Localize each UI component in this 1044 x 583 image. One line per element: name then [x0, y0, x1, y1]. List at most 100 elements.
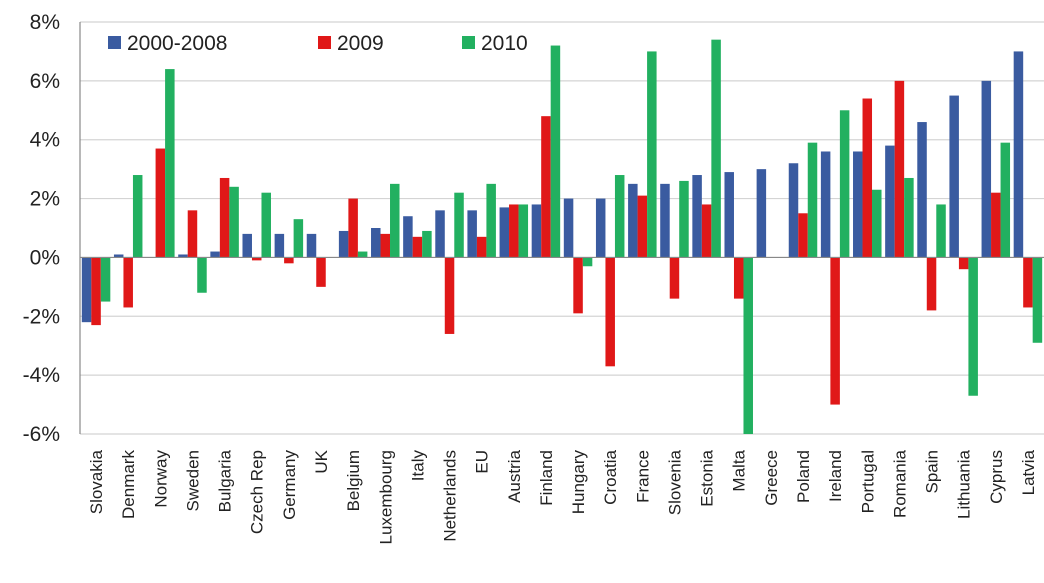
bar-2010-France	[647, 51, 657, 258]
bar-2010-Finland	[550, 45, 561, 258]
bar-2010-Belgium	[357, 251, 368, 258]
bar-2010-Bulgaria	[229, 186, 239, 258]
bars	[81, 39, 1043, 434]
bar-2000-2008-Czech Rep	[242, 233, 252, 258]
x-tick-label: Romania	[890, 449, 909, 518]
bar-2000-2008-Romania	[885, 145, 895, 258]
bar-2009-Italy	[412, 236, 423, 258]
bar-2000-2008-Croatia	[595, 198, 606, 258]
bar-2010-Czech Rep	[261, 192, 271, 258]
x-tick-label: Greece	[762, 450, 781, 506]
bar-2000-2008-Germany	[274, 233, 285, 258]
x-tick-label: Norway	[151, 450, 170, 508]
bar-2000-2008-EU	[467, 210, 477, 258]
legend-swatch	[318, 36, 331, 49]
x-tick-label: Italy	[408, 450, 427, 482]
bar-2010-Italy	[422, 230, 432, 258]
bar-2010-Sweden	[197, 257, 207, 293]
x-tick-label: Lithuania	[955, 449, 974, 519]
bar-2009-Spain	[926, 257, 937, 311]
bar-2009-Czech Rep	[251, 257, 262, 261]
x-tick-label: Malta	[730, 449, 749, 491]
bar-2000-2008-Austria	[499, 207, 510, 258]
legend-swatch	[108, 36, 121, 49]
x-tick-label: Ireland	[826, 450, 845, 502]
x-tick-label: Poland	[794, 450, 813, 503]
bar-2009-Denmark	[123, 257, 133, 308]
y-tick-label: 8%	[30, 11, 60, 34]
bar-2000-2008-Finland	[531, 204, 542, 258]
bar-2000-2008-Italy	[403, 216, 413, 258]
bar-2009-France	[637, 195, 648, 258]
bar-2009-Malta	[733, 257, 744, 299]
bar-2000-2008-Belgium	[338, 230, 349, 258]
bar-2010-Spain	[936, 204, 946, 258]
y-tick-label: 0%	[30, 246, 60, 269]
bar-2009-Romania	[894, 80, 905, 258]
x-tick-label: Slovakia	[87, 449, 106, 514]
bar-2000-2008-Netherlands	[435, 210, 445, 258]
bar-2010-Denmark	[132, 175, 143, 258]
bar-2009-Netherlands	[444, 257, 455, 334]
bar-2009-Portugal	[862, 98, 873, 258]
x-tick-labels: Slovakia Denmark Norway Sweden Bulgaria Czech…	[87, 449, 1038, 544]
bar-2000-2008-Hungary	[563, 198, 574, 258]
x-tick-label: UK	[312, 449, 331, 473]
x-tick-label: Bulgaria	[216, 449, 235, 512]
x-tick-label: Germany	[280, 450, 299, 520]
x-tick-label: Croatia	[601, 449, 620, 504]
bar-2000-2008-Ireland	[820, 151, 831, 258]
bar-2000-2008-Luxembourg	[371, 228, 381, 258]
x-tick-label: Estonia	[698, 449, 717, 506]
bar-2009-Austria	[509, 204, 519, 258]
bar-2010-Malta	[743, 257, 753, 434]
y-tick-label: 4%	[30, 129, 60, 152]
y-tick-label: 6%	[30, 70, 60, 93]
bar-2010-Latvia	[1032, 257, 1043, 343]
bar-2009-Poland	[798, 213, 808, 258]
axes	[79, 22, 1044, 434]
bar-2009-EU	[476, 236, 487, 258]
bar-2010-Poland	[807, 142, 818, 258]
x-tick-label: Austria	[505, 449, 524, 502]
legend-label: 2010	[481, 32, 528, 55]
legend: 2000-2008 2009 2010	[108, 32, 528, 55]
bar-2009-Luxembourg	[380, 233, 391, 258]
bar-2009-Latvia	[1023, 257, 1033, 308]
legend-label: 2009	[337, 32, 384, 55]
bar-2009-Belgium	[348, 198, 358, 258]
bar-2000-2008-Cyprus	[981, 80, 992, 258]
bar-2000-2008-Poland	[788, 163, 799, 258]
bar-2010-Luxembourg	[390, 183, 400, 258]
bar-2000-2008-Bulgaria	[210, 251, 220, 258]
x-tick-label: Luxembourg	[376, 450, 395, 545]
bar-2010-Slovakia	[100, 257, 111, 302]
bar-2009-Slovenia	[669, 257, 680, 299]
bar-2009-Finland	[541, 116, 551, 258]
bar-2009-UK	[316, 257, 326, 287]
bar-2000-2008-Latvia	[1013, 51, 1024, 258]
x-tick-label: Denmark	[119, 450, 138, 519]
bar-2010-Netherlands	[454, 192, 464, 258]
bar-2009-Hungary	[573, 257, 583, 314]
legend-label: 2000-2008	[127, 32, 227, 55]
bar-2000-2008-Greece	[756, 169, 767, 258]
y-tick-label: -4%	[23, 364, 60, 387]
x-tick-label: Cyprus	[987, 450, 1006, 504]
bar-2009-Bulgaria	[219, 177, 230, 258]
bar-2000-2008-Portugal	[853, 151, 863, 258]
x-tick-label: Latvia	[1019, 449, 1038, 495]
x-tick-label: France	[633, 450, 652, 503]
x-tick-label: Portugal	[858, 450, 877, 513]
x-tick-label: Slovenia	[665, 449, 684, 515]
y-tick-label: 2%	[30, 188, 60, 211]
bar-2000-2008-Sweden	[178, 254, 188, 258]
bar-2009-Croatia	[605, 257, 615, 367]
bar-2010-Romania	[904, 177, 914, 258]
bar-2010-Hungary	[582, 257, 593, 267]
bar-2010-Portugal	[872, 189, 882, 258]
bar-2010-Croatia	[614, 175, 625, 258]
bar-2009-Sweden	[187, 210, 198, 258]
x-tick-label: Belgium	[344, 450, 363, 511]
